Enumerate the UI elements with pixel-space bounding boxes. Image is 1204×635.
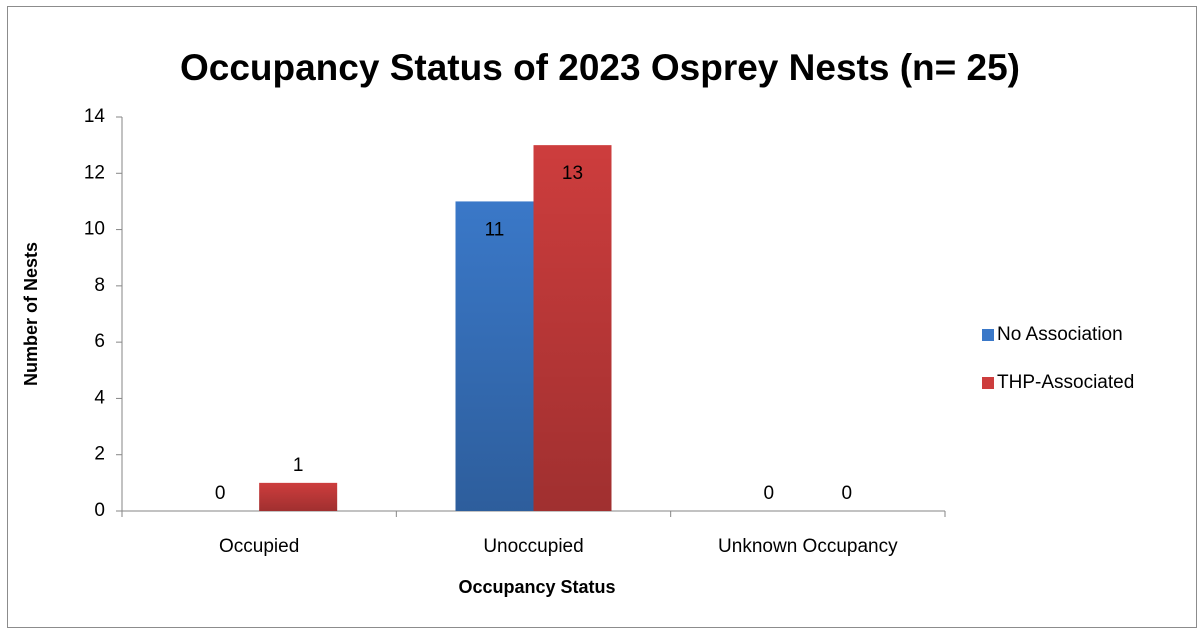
- y-tick-label: 14: [84, 106, 106, 127]
- x-tick-label: Unoccupied: [483, 536, 583, 557]
- data-label: 0: [215, 483, 226, 504]
- x-tick-label: Occupied: [219, 536, 299, 557]
- y-axis-label: Number of Nests: [21, 242, 41, 386]
- data-label: 11: [485, 219, 505, 240]
- x-tick-label: Unknown Occupancy: [718, 536, 898, 557]
- legend-swatch: [982, 377, 994, 389]
- legend-label: No Association: [997, 324, 1123, 345]
- y-tick-label: 8: [94, 275, 105, 296]
- y-tick-label: 10: [84, 219, 105, 240]
- y-tick-label: 6: [94, 331, 105, 352]
- bar-shade: [533, 145, 612, 511]
- legend-swatch: [982, 329, 994, 341]
- data-label: 0: [842, 483, 853, 504]
- y-tick-label: 2: [94, 444, 105, 465]
- x-axis-label: Occupancy Status: [458, 577, 615, 597]
- legend-label: THP-Associated: [997, 372, 1134, 393]
- bar-shade: [455, 201, 534, 511]
- y-tick-label: 4: [94, 387, 105, 408]
- data-label: 1: [293, 455, 304, 476]
- y-tick-label: 12: [84, 162, 105, 183]
- y-tick-label: 0: [94, 500, 105, 521]
- data-label: 13: [562, 163, 583, 184]
- bar-shade: [259, 482, 338, 511]
- chart-title: Occupancy Status of 2023 Osprey Nests (n…: [180, 47, 1020, 88]
- data-label: 0: [764, 483, 775, 504]
